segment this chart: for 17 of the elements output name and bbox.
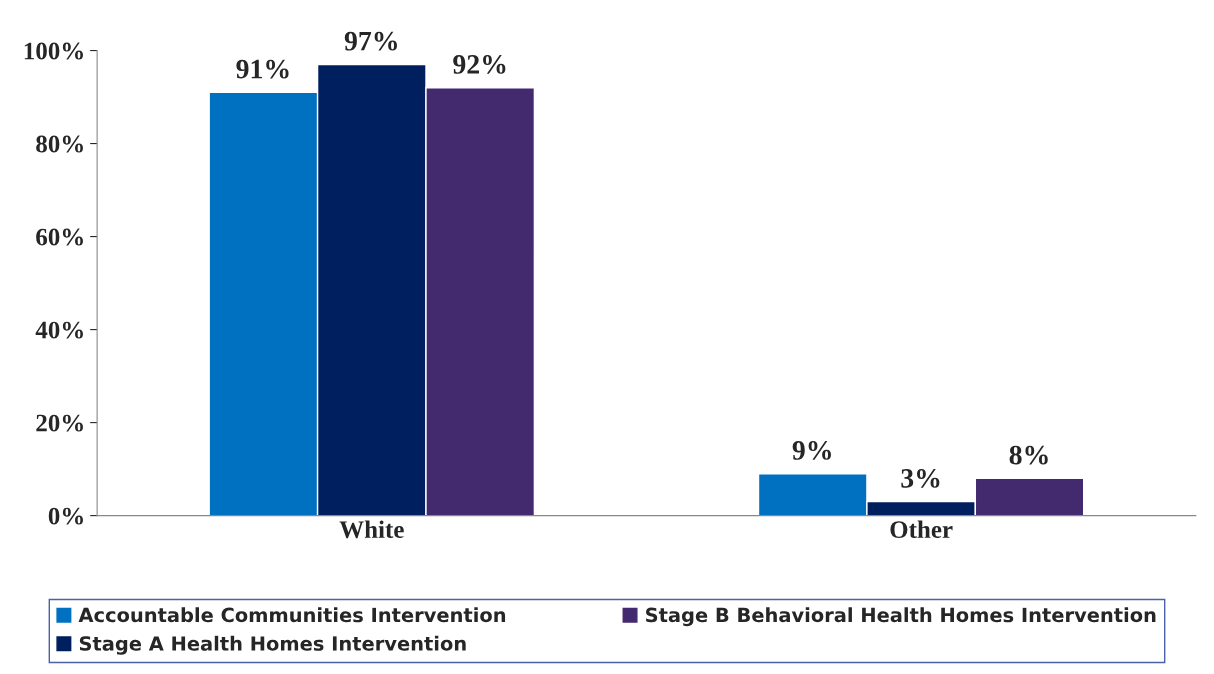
data-label: 3% <box>901 468 940 488</box>
x-tick-label: White <box>339 520 404 539</box>
legend-label: Accountable Communities Intervention <box>78 607 506 623</box>
y-tick-label: 80% <box>36 135 83 153</box>
y-tick-label: 20% <box>36 414 83 432</box>
y-tick-label: 60% <box>36 228 83 246</box>
x-tick-label: Other <box>890 520 953 539</box>
legend-label: Stage B Behavioral Health Homes Intervention <box>646 607 1156 627</box>
data-label: 92% <box>453 55 506 74</box>
y-tick-label: 100% <box>24 42 83 60</box>
data-label: 91% <box>236 59 289 79</box>
data-label: 8% <box>1009 445 1048 465</box>
data-label: 97% <box>344 31 397 51</box>
data-label: 9% <box>792 441 831 460</box>
y-tick-label: 0% <box>48 507 83 525</box>
y-tick-label: 40% <box>35 321 83 339</box>
legend-label: Stage A Health Homes Intervention <box>79 635 466 655</box>
